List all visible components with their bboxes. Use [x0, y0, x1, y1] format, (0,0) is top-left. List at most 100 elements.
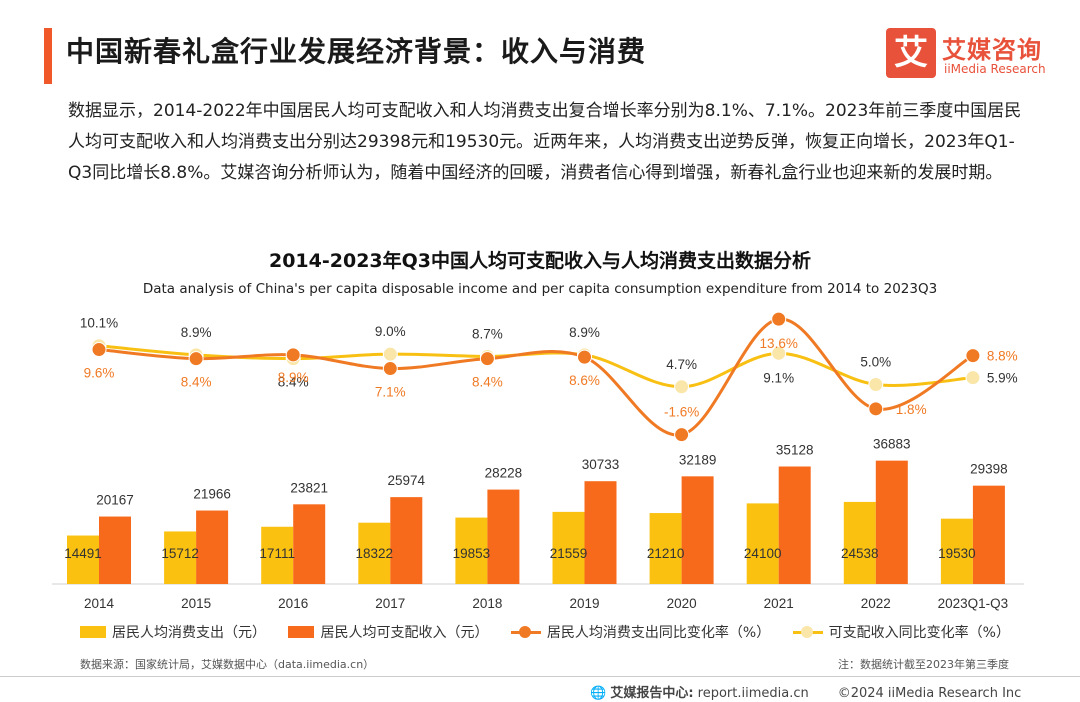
bar-label-consumption: 19530 [938, 546, 976, 561]
bar-income [584, 481, 617, 584]
legend-label-consumption-rate: 居民人均消费支出同比变化率（%） [546, 625, 771, 641]
x-tick-label: 2014 [84, 596, 115, 611]
footer-copyright: ©2024 iiMedia Research Inc [837, 686, 1022, 701]
legend-item-income-rate: 可支配收入同比变化率（%） [792, 622, 1010, 642]
rate-label-consumption: 8.8% [987, 349, 1018, 364]
bar-consumption [358, 522, 391, 584]
rate-label-income: 9.0% [375, 324, 406, 339]
legend-swatch-consumption [80, 626, 106, 638]
marker-income-rate [771, 345, 787, 361]
line-consumption-rate [98, 317, 974, 437]
bar-consumption [164, 531, 197, 584]
marker-consumption-rate [868, 401, 884, 417]
bar-label-consumption: 21559 [550, 546, 588, 561]
x-tick-label: 2017 [375, 596, 405, 611]
bar-consumption [67, 535, 99, 584]
bar-label-consumption: 24100 [744, 546, 782, 561]
marker-consumption-rate [188, 351, 204, 367]
bar-label-consumption: 24538 [841, 546, 879, 561]
rate-label-income: 9.1% [763, 370, 794, 385]
bar-label-consumption: 17111 [259, 546, 295, 561]
marker-consumption-rate [771, 311, 787, 327]
footer-divider [0, 676, 1080, 677]
rate-label-income: 10.1% [80, 316, 118, 331]
bar-label-consumption: 14491 [64, 546, 102, 561]
marker-consumption-rate [479, 351, 495, 367]
x-tick-label: 2023Q1-Q3 [938, 596, 1009, 611]
line-income-rate [98, 344, 974, 389]
marker-consumption-rate [285, 347, 301, 363]
brand-name: 艾媒咨询 [942, 36, 1042, 64]
data-note: 注：数据统计截至2023年第三季度 [838, 658, 1009, 671]
bar-label-income: 29398 [970, 462, 1008, 477]
bar-label-income: 23821 [290, 480, 328, 495]
rate-label-income: 8.9% [569, 325, 600, 340]
x-tick-label: 2016 [278, 596, 308, 611]
bar-consumption [261, 526, 294, 584]
data-source: 数据来源：国家统计局，艾媒数据中心（data.iimedia.cn） [80, 658, 375, 671]
rate-label-consumption: 13.6% [760, 336, 798, 351]
x-tick-label: 2022 [861, 596, 891, 611]
marker-consumption-rate [382, 361, 398, 377]
bar-consumption [940, 518, 973, 584]
marker-income-rate [868, 377, 884, 392]
title-accent-bar [44, 28, 52, 84]
x-tick-label: 2020 [667, 596, 697, 611]
bar-label-income: 35128 [776, 442, 814, 457]
legend-label-income: 居民人均可支配收入（元） [320, 625, 489, 641]
bar-consumption [455, 517, 488, 584]
chart-title: 2014-2023年Q3中国人均可支配收入与人均消费支出数据分析 [268, 250, 812, 272]
footer-url[interactable]: report.iimedia.cn [697, 686, 809, 701]
legend-item-consumption: 居民人均消费支出（元） [80, 622, 266, 642]
globe-icon: 🌐 [590, 686, 607, 701]
x-tick-label: 2021 [764, 596, 794, 611]
rate-label-income: 4.7% [666, 357, 697, 372]
rate-label-consumption: 1.8% [896, 402, 927, 417]
rate-label-consumption: 7.1% [375, 385, 406, 400]
rate-label-consumption: 8.9% [278, 370, 309, 385]
rate-label-income: 8.4% [278, 375, 309, 390]
bar-consumption [649, 513, 682, 584]
marker-income-rate [674, 379, 690, 395]
bar-income [293, 504, 326, 584]
brand-logo: 艾 艾媒咨询 iiMedia Research [886, 28, 1066, 84]
bar-label-income: 36883 [873, 437, 911, 452]
chart: 14491 20167 2014 15712 21966 2015 17111 23821 20… [52, 311, 1024, 611]
bar-income [972, 485, 1005, 584]
bar-consumption [843, 501, 876, 584]
footer-center-label: 艾媒报告中心: [610, 686, 694, 701]
legend-item-consumption-rate: 居民人均消费支出同比变化率（%） [510, 622, 771, 642]
marker-consumption-rate [674, 427, 690, 443]
bar-label-consumption: 19853 [453, 546, 491, 561]
legend-line-income-rate [792, 626, 823, 638]
rate-label-income: 5.9% [987, 371, 1018, 386]
bar-consumption [552, 511, 585, 584]
marker-consumption-rate [965, 348, 981, 364]
marker-consumption-rate [91, 342, 107, 358]
bar-income [390, 497, 423, 584]
bar-income [681, 476, 714, 584]
rate-label-consumption: 9.6% [84, 366, 115, 381]
rate-label-consumption: 8.6% [569, 373, 600, 388]
chart-subtitle: Data analysis of China's per capita disp… [142, 281, 938, 297]
marker-consumption-rate [577, 349, 592, 365]
bar-income [487, 489, 520, 584]
rate-label-consumption: -1.6% [664, 405, 699, 420]
legend-swatch-income [288, 626, 315, 638]
brand-logo-icon: 艾 [886, 28, 936, 78]
bar-label-consumption: 15712 [161, 546, 199, 561]
x-tick-label: 2015 [181, 596, 211, 611]
bar-consumption [746, 503, 779, 584]
rate-label-income: 8.7% [472, 326, 503, 341]
rate-label-consumption: 8.4% [472, 375, 503, 390]
marker-income-rate [965, 370, 981, 386]
x-tick-label: 2018 [472, 596, 502, 611]
rate-label-income: 8.9% [181, 325, 212, 340]
bar-label-income: 20167 [96, 493, 134, 508]
x-tick-label: 2019 [569, 596, 599, 611]
bar-label-income: 21966 [193, 487, 231, 502]
bar-income [778, 466, 811, 584]
bar-label-income: 25974 [388, 473, 426, 488]
legend-item-income: 居民人均可支配收入（元） [288, 622, 488, 642]
bar-income [875, 460, 908, 584]
